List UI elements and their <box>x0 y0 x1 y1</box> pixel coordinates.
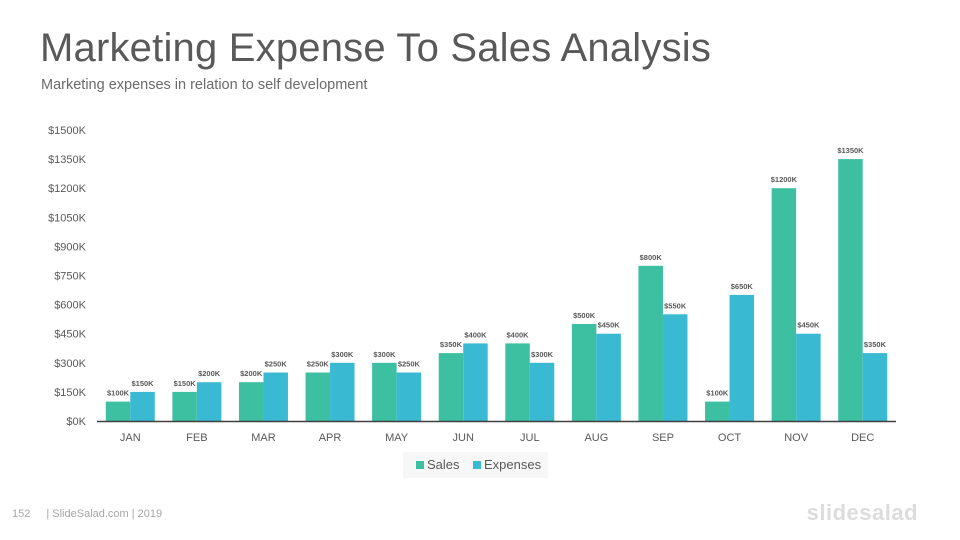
sales-bar <box>372 362 397 421</box>
footer-text: | SlideSalad.com | 2019 <box>46 508 163 520</box>
expenses-bar <box>662 314 688 421</box>
expenses-data-label: $350K <box>864 340 887 349</box>
x-tick-label: NOV <box>784 432 809 444</box>
sales-data-label: $200K <box>240 369 263 378</box>
expenses-data-label: $550K <box>664 301 687 310</box>
y-tick-label: $750K <box>54 271 86 283</box>
expenses-data-label: $300K <box>331 350 354 359</box>
expenses-legend-label: Expenses <box>484 457 542 472</box>
page-number: 152 <box>12 508 31 520</box>
expenses-bar <box>330 362 355 421</box>
x-tick-label: MAY <box>385 432 409 444</box>
x-tick-label: JUN <box>453 432 474 444</box>
sales-bar <box>105 401 131 421</box>
sales-bar <box>705 401 730 421</box>
expenses-data-label: $200K <box>198 369 221 378</box>
sales-bar <box>771 188 797 421</box>
y-tick-label: $900K <box>54 241 86 253</box>
brand-logo: slidesalad <box>806 500 918 525</box>
y-tick-label: $0K <box>66 416 86 428</box>
y-tick-label: $300K <box>54 358 86 370</box>
expenses-bar <box>196 382 222 421</box>
sales-data-label: $1200K <box>771 175 798 184</box>
y-tick-label: $600K <box>54 300 86 312</box>
x-tick-label: FEB <box>186 432 207 444</box>
sales-legend-label: Sales <box>427 457 460 472</box>
sales-bar <box>505 343 530 421</box>
y-tick-label: $1500K <box>48 125 87 137</box>
sales-data-label: $800K <box>640 253 663 262</box>
x-tick-label: OCT <box>718 432 742 444</box>
sales-data-label: $500K <box>573 311 596 320</box>
x-tick-label: APR <box>319 432 342 444</box>
expenses-bar <box>796 333 821 421</box>
expenses-data-label: $450K <box>598 321 621 330</box>
expenses-data-label: $150K <box>131 379 154 388</box>
expenses-data-label: $450K <box>797 321 820 330</box>
slide-title: Marketing Expense To Sales Analysis <box>40 26 712 70</box>
sales-data-label: $100K <box>107 389 130 398</box>
expenses-bar <box>263 372 288 421</box>
sales-bar <box>638 265 663 421</box>
expenses-data-label: $650K <box>731 282 754 291</box>
sales-bar <box>438 353 464 421</box>
sales-bar <box>305 372 331 421</box>
expenses-data-label: $300K <box>531 350 554 359</box>
y-tick-label: $1200K <box>48 183 87 195</box>
expenses-data-label: $250K <box>398 360 421 369</box>
x-tick-label: SEP <box>652 432 674 444</box>
sales-bar <box>571 324 597 421</box>
slide-subtitle: Marketing expenses in relation to self d… <box>41 77 368 93</box>
sales-bar <box>238 382 264 421</box>
sales-data-label: $300K <box>373 350 396 359</box>
expenses-bar <box>396 372 422 421</box>
sales-data-label: $150K <box>174 379 197 388</box>
x-tick-label: JUL <box>520 432 540 444</box>
sales-data-label: $350K <box>440 340 463 349</box>
expenses-data-label: $250K <box>265 360 288 369</box>
sales-data-label: $250K <box>307 360 330 369</box>
sales-legend-swatch <box>416 461 424 469</box>
expenses-data-label: $400K <box>464 330 487 339</box>
sales-data-label: $400K <box>506 330 529 339</box>
expenses-bar <box>463 343 488 421</box>
footer: 152 | SlideSalad.com | 2019 <box>12 508 162 520</box>
y-tick-label: $150K <box>54 387 86 399</box>
expenses-bar <box>130 391 155 421</box>
y-tick-label: $450K <box>54 329 86 341</box>
sales-bar <box>172 391 197 421</box>
expenses-bar <box>529 362 555 421</box>
expenses-bar <box>862 353 888 421</box>
expenses-bar <box>729 294 755 421</box>
x-tick-label: DEC <box>851 432 874 444</box>
expenses-bar <box>596 333 621 421</box>
x-tick-label: AUG <box>584 432 608 444</box>
sales-data-label: $1350K <box>837 146 864 155</box>
x-tick-label: JAN <box>120 432 141 444</box>
sales-bar <box>838 159 863 421</box>
y-tick-label: $1050K <box>48 212 87 224</box>
sales-data-label: $100K <box>706 389 729 398</box>
x-tick-label: MAR <box>251 432 276 444</box>
expenses-legend-swatch <box>473 461 481 469</box>
y-tick-label: $1350K <box>48 154 87 166</box>
